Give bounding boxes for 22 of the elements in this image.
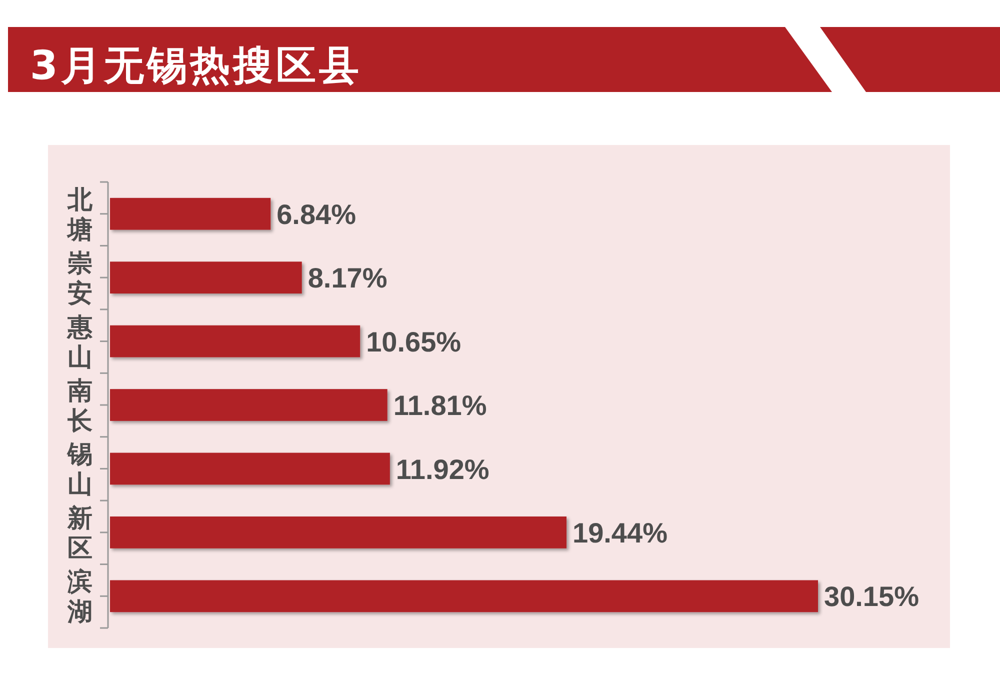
y-tick-label: 惠山	[66, 312, 94, 372]
data-label: 10.65%	[366, 326, 462, 358]
bar	[110, 452, 390, 485]
data-label: 8.17%	[308, 262, 388, 294]
bar	[110, 262, 302, 294]
y-tick-label: 崇安	[66, 248, 92, 308]
y-tick-label: 新区	[66, 503, 92, 562]
data-label: 6.84%	[276, 198, 356, 230]
bar	[110, 325, 360, 358]
data-label: 11.81%	[393, 390, 487, 422]
bar	[110, 516, 566, 548]
bar	[110, 389, 388, 421]
y-tick-label: 北塘	[66, 184, 94, 244]
y-tick-label: 锡山	[66, 440, 92, 499]
y-tick-label: 南长	[66, 376, 92, 435]
data-label: 30.15%	[824, 581, 920, 612]
bar	[110, 580, 818, 612]
bar	[110, 198, 271, 230]
data-label: 11.92%	[396, 454, 490, 485]
chart-title: 3月无锡热搜区县	[30, 43, 362, 89]
y-tick-label: 滨湖	[66, 567, 92, 626]
data-label: 19.44%	[572, 518, 668, 549]
